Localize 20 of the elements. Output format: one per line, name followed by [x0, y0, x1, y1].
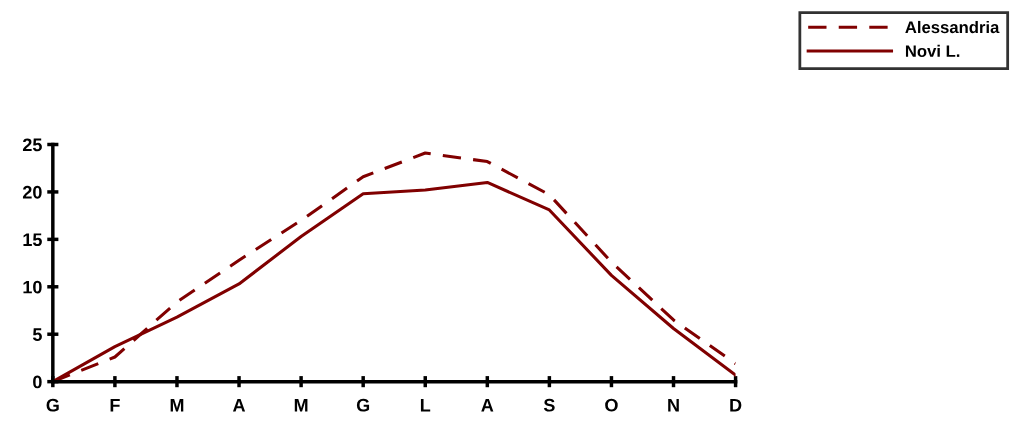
x-tick-label: M — [170, 398, 184, 412]
x-tick-label: G — [46, 398, 59, 412]
x-tick-label: L — [420, 398, 431, 412]
x-tick-label: O — [605, 398, 618, 412]
legend-label: Alessandria — [905, 20, 1000, 34]
y-tick-label: 25 — [22, 138, 42, 152]
y-tick-label: 10 — [23, 280, 42, 294]
x-tick-label: N — [668, 398, 679, 412]
y-tick-label: 5 — [32, 328, 42, 341]
x-tick-label: G — [356, 398, 370, 412]
y-tick-label: 20 — [22, 185, 42, 199]
y-tick-label: 0 — [33, 375, 42, 389]
x-tick-label: A — [481, 398, 494, 412]
legend-label: Novi L. — [905, 44, 960, 58]
x-tick-label: D — [730, 398, 742, 412]
x-tick-label: F — [110, 398, 120, 412]
x-tick-label: A — [232, 398, 246, 412]
x-tick-label: M — [294, 398, 308, 412]
y-tick-label: 15 — [23, 233, 42, 247]
x-tick-label: S — [543, 398, 555, 412]
